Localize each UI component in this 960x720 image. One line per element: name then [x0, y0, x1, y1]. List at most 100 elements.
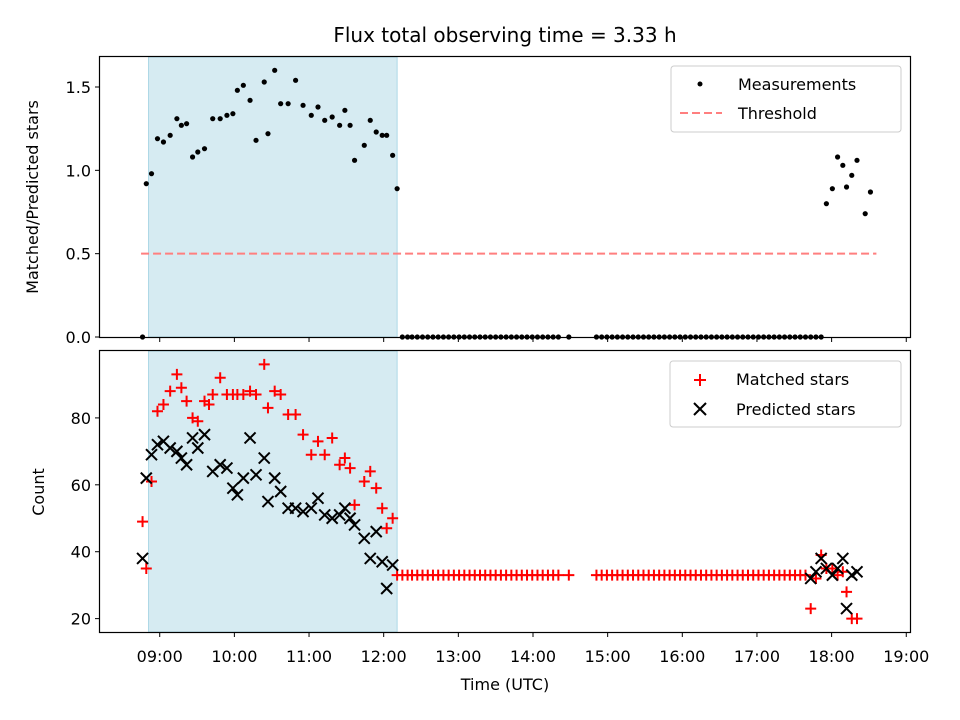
- measurements-point: [367, 117, 373, 123]
- matched-stars-point: [237, 388, 249, 400]
- predicted-stars-point: [343, 512, 357, 525]
- measurements-point: [183, 121, 190, 127]
- measurements-legend-label: Measurements: [738, 75, 856, 94]
- measurements-point: [384, 132, 390, 138]
- y-tick-label: 0.5: [66, 245, 91, 264]
- top-panel-frame: [98, 55, 912, 339]
- x-tick-label: 09:00: [137, 647, 183, 666]
- predicted-stars-point: [145, 448, 158, 461]
- bottom-legend-box: [669, 360, 902, 428]
- measurements-point: [174, 116, 180, 122]
- measurements-point: [834, 154, 841, 160]
- matched-stars-point: [262, 402, 274, 414]
- measurements-point: [342, 107, 348, 113]
- predicted-stars-point: [268, 471, 281, 485]
- bottom-panel-data: [136, 358, 864, 625]
- predicted-stars-point: [804, 572, 817, 585]
- matched-stars-point: [370, 482, 382, 494]
- bottom-x-ticks: 09:00 10:00 11:00 12:00 13:00 14:00 15:00 16:00…: [137, 632, 929, 666]
- predicted-stars-point: [338, 502, 352, 515]
- predicted-stars-point: [305, 502, 318, 515]
- matched-stars-legend-marker: [694, 374, 706, 386]
- y-tick-label: 20: [71, 610, 91, 629]
- bottom-panel-frame: [98, 349, 912, 634]
- measurements-point: [849, 172, 855, 178]
- measurements-point: [854, 157, 860, 163]
- x-tick-label: 10:00: [211, 647, 257, 666]
- matched-stars-point: [269, 385, 281, 397]
- measurements-point: [373, 129, 379, 135]
- measurements-point: [862, 211, 868, 217]
- highlight-span-bottom: [148, 350, 398, 633]
- matched-stars-point: [258, 358, 270, 370]
- matched-stars-point: [175, 382, 187, 394]
- measurements-point: [210, 116, 216, 122]
- measurements-point: [278, 101, 284, 107]
- x-tick-label: 12:00: [361, 647, 407, 666]
- y-tick-label: 0.0: [66, 328, 91, 347]
- predicted-stars-point: [136, 552, 149, 565]
- matched-stars-point: [312, 435, 324, 447]
- measurements-point: [337, 122, 343, 128]
- matched-stars-point: [358, 475, 370, 487]
- matched-stars-point: [344, 462, 356, 474]
- top-legend: Measurements Threshold: [670, 65, 902, 133]
- predicted-stars-point: [198, 428, 211, 441]
- matched-stars-point: [275, 388, 287, 400]
- predicted-stars-point: [358, 532, 371, 545]
- predicted-stars-point: [220, 461, 234, 475]
- measurements-point: [167, 132, 173, 138]
- bottom-y-ticks: 20 40 60 80: [71, 409, 100, 629]
- matched-stars-point: [297, 429, 309, 441]
- measurements-point: [201, 146, 208, 152]
- matched-stars-point: [826, 562, 838, 574]
- predicted-stars-point: [850, 565, 864, 578]
- matched-stars-point: [192, 415, 204, 427]
- measurements-point: [829, 186, 835, 192]
- y-tick-label: 80: [71, 409, 91, 428]
- predicted-stars-point: [296, 505, 310, 518]
- predicted-stars-point: [140, 471, 153, 485]
- matched-stars-point: [137, 516, 149, 528]
- measurements-point: [379, 132, 385, 138]
- measurements-point: [823, 201, 829, 207]
- predicted-stars-point: [243, 431, 257, 445]
- predicted-stars-point: [163, 441, 177, 455]
- predicted-stars-point: [180, 458, 193, 471]
- predicted-stars-legend-label: Predicted stars: [736, 400, 856, 419]
- matched-stars-point: [207, 388, 219, 400]
- matched-stars-point: [164, 385, 176, 397]
- measurements-point: [224, 112, 230, 118]
- measurements-point: [285, 101, 291, 107]
- y-tick-label: 40: [71, 543, 91, 562]
- x-tick-label: 14:00: [510, 647, 556, 666]
- x-axis-label: Time (UTC): [460, 675, 549, 694]
- predicted-stars-point: [191, 441, 205, 455]
- measurements-point: [322, 117, 328, 123]
- measurements-legend-marker: [697, 81, 703, 87]
- measurements-point: [390, 152, 396, 158]
- predicted-stars-point: [831, 562, 844, 575]
- predicted-stars-point: [370, 525, 383, 538]
- measurements-point: [840, 162, 846, 168]
- bottom-y-axis-label: Count: [29, 468, 48, 516]
- y-tick-label: 60: [71, 476, 91, 495]
- matched-stars-point: [326, 432, 338, 444]
- predicted-stars-point: [274, 485, 287, 498]
- predicted-stars-legend-marker: [693, 402, 707, 416]
- measurements-point: [315, 104, 321, 110]
- highlight-span-top: [148, 56, 398, 338]
- predicted-stars-point: [237, 471, 250, 485]
- predicted-stars-point: [333, 508, 346, 522]
- matched-stars-point: [319, 449, 331, 461]
- matched-stars-point: [171, 368, 183, 380]
- predicted-stars-point: [364, 552, 377, 565]
- measurements-point: [240, 82, 246, 88]
- measurements-point: [195, 149, 201, 155]
- predicted-stars-point: [213, 458, 227, 471]
- measurements-point: [217, 116, 223, 122]
- matched-stars-point: [181, 395, 193, 407]
- measurements-point: [261, 79, 267, 85]
- matched-stars-point: [334, 459, 346, 471]
- measurements-point: [351, 157, 358, 163]
